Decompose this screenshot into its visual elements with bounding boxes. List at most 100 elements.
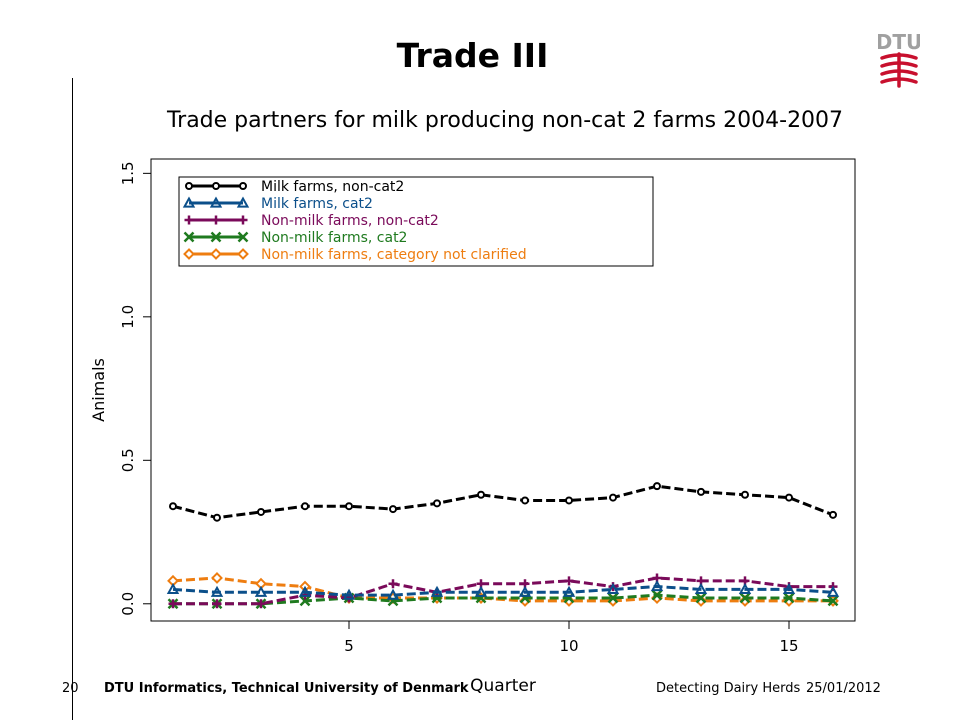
data-point — [694, 582, 708, 595]
data-point — [697, 487, 705, 496]
data-point — [213, 513, 221, 522]
data-point — [430, 585, 444, 597]
legend-item: Milk farms, cat2 — [182, 196, 373, 212]
series-line — [172, 585, 834, 597]
data-point — [562, 585, 576, 597]
data-point — [169, 502, 177, 511]
data-point — [521, 496, 529, 505]
series-1 — [169, 482, 837, 522]
data-point — [389, 505, 397, 514]
legend-marker — [236, 196, 250, 208]
legend-marker — [238, 215, 248, 225]
data-point — [433, 499, 441, 508]
footer-page-number: 20 — [62, 681, 79, 696]
data-point — [741, 490, 749, 499]
data-point — [212, 599, 222, 609]
data-point — [210, 585, 224, 597]
series — [166, 482, 840, 610]
legend-item: Milk farms, non-cat2 — [185, 179, 404, 195]
legend-label: Non-milk farms, cat2 — [261, 230, 407, 246]
dtu-logo: DTU — [878, 30, 920, 88]
legend-marker — [183, 231, 195, 243]
data-point — [301, 502, 309, 511]
data-point — [345, 502, 353, 511]
data-point — [168, 599, 178, 609]
data-point — [342, 588, 356, 600]
data-point — [518, 585, 532, 597]
data-point — [166, 582, 180, 595]
footer-talk-title: Detecting Dairy Herds — [656, 681, 801, 696]
data-point — [565, 496, 573, 505]
data-point — [826, 585, 840, 597]
legend-marker — [210, 231, 222, 243]
legend-marker — [237, 231, 249, 243]
data-point — [695, 592, 707, 604]
data-point — [386, 588, 400, 600]
data-point — [738, 582, 752, 595]
data-point — [257, 507, 265, 516]
series-2 — [166, 580, 840, 600]
data-point — [474, 585, 488, 597]
data-point — [477, 490, 485, 499]
legend-item: Non-milk farms, non-cat2 — [184, 213, 439, 229]
data-point — [388, 579, 398, 589]
series-line — [173, 576, 833, 606]
data-point — [827, 595, 839, 607]
legend-marker — [237, 248, 249, 260]
legend-marker — [182, 196, 196, 208]
chart-title: Trade partners for milk producing non-ca… — [166, 108, 843, 133]
data-point — [650, 580, 664, 592]
data-point — [298, 585, 312, 597]
legend-label: Non-milk farms, category not clarified — [261, 247, 527, 263]
data-point — [299, 595, 311, 607]
legend-marker — [184, 215, 194, 225]
data-point — [254, 585, 268, 597]
y-axis-label: Animals — [89, 358, 108, 422]
data-point — [256, 599, 266, 609]
dtu-logo-text: DTU — [878, 30, 920, 54]
axes: 5 10 15 0.0 0.5 1.0 1.5 — [119, 161, 799, 655]
x-tick-label: 15 — [779, 637, 798, 655]
legend-marker — [239, 182, 247, 190]
x-tick-label: 10 — [559, 637, 578, 655]
legend-marker — [212, 182, 220, 190]
data-point — [653, 482, 661, 491]
data-point — [782, 582, 796, 595]
legend-item: Non-milk farms, category not clarified — [183, 247, 527, 263]
data-point — [651, 589, 663, 601]
data-point — [609, 493, 617, 502]
data-point — [211, 572, 223, 584]
legend-label: Milk farms, cat2 — [261, 196, 373, 212]
y-tick-label: 1.0 — [119, 305, 137, 329]
data-point — [564, 576, 574, 586]
legend-box — [178, 176, 654, 267]
legend-item: Non-milk farms, cat2 — [183, 230, 407, 246]
series-line — [173, 593, 834, 606]
legend-marker — [209, 196, 223, 208]
data-point — [606, 582, 620, 595]
data-point — [739, 592, 751, 604]
y-tick-label: 0.0 — [119, 592, 137, 616]
y-tick-label: 1.5 — [119, 161, 137, 185]
legend-marker — [211, 215, 221, 225]
legend-marker — [183, 248, 195, 260]
data-point — [785, 493, 793, 502]
x-axis-label: Quarter — [470, 676, 536, 696]
x-tick-label: 5 — [344, 637, 354, 655]
footer-organization: DTU Informatics, Technical University of… — [104, 681, 469, 696]
data-point — [829, 510, 837, 519]
left-divider-line — [72, 78, 73, 720]
data-point — [783, 592, 795, 604]
y-tick-label: 0.5 — [119, 448, 137, 472]
legend-marker — [210, 248, 222, 260]
legend-marker — [185, 182, 193, 190]
slide-title: Trade III — [396, 36, 549, 75]
footer-date: 25/01/2012 — [806, 681, 881, 696]
series-line — [172, 484, 834, 520]
legend-label: Non-milk farms, non-cat2 — [261, 213, 439, 229]
dtu-logo-emblem — [880, 52, 918, 88]
data-point — [607, 592, 619, 604]
legend-label: Milk farms, non-cat2 — [261, 179, 404, 195]
